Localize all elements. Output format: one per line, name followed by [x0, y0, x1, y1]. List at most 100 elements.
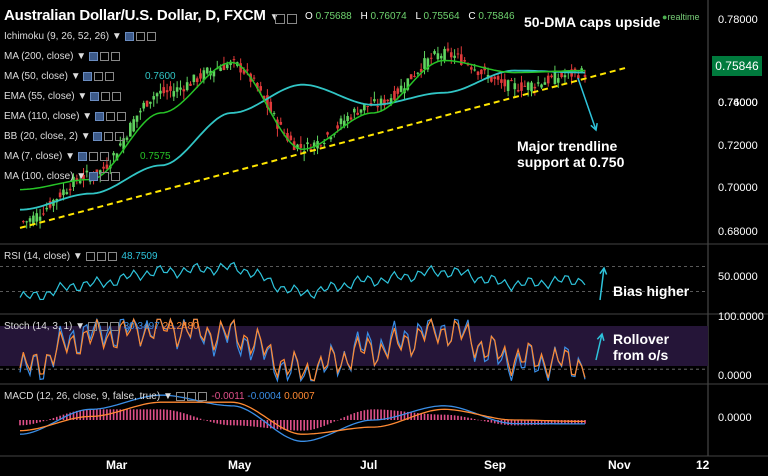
candle-body: [35, 213, 39, 222]
macd-hist-bar: [159, 409, 162, 420]
eye-icon[interactable]: [94, 111, 104, 121]
candle-body: [516, 90, 520, 92]
indicator-ma7[interactable]: MA (7, close) ▼: [4, 151, 111, 162]
candle-body: [282, 132, 286, 134]
candle-body: [239, 63, 242, 73]
remove-icon[interactable]: [110, 51, 120, 61]
remove-icon[interactable]: [109, 321, 119, 331]
macd-hist-bar: [520, 420, 523, 426]
eye-icon[interactable]: [93, 131, 103, 141]
macd-hist-bar: [427, 413, 429, 420]
chevron-down-icon[interactable]: ▼: [162, 391, 173, 402]
macd-hist-bar: [142, 409, 145, 420]
remove-icon[interactable]: [107, 251, 117, 261]
eye-icon[interactable]: [90, 91, 100, 101]
eye-icon[interactable]: [98, 321, 108, 331]
remove-icon[interactable]: [105, 71, 115, 81]
macd-pane-label[interactable]: MACD (12, 26, close, 9, false, true) ▼ -…: [4, 391, 315, 402]
indicator-ichimoku[interactable]: Ichimoku (9, 26, 52, 26) ▼: [4, 31, 158, 42]
remove-icon[interactable]: [99, 151, 109, 161]
eye-icon[interactable]: [287, 13, 297, 24]
candle-body: [42, 213, 45, 215]
macd-hist-bar: [420, 413, 422, 420]
chevron-down-icon[interactable]: ▼: [65, 151, 76, 162]
settings-icon[interactable]: [88, 151, 98, 161]
indicator-ma100[interactable]: MA (100, close) ▼: [4, 171, 122, 182]
macd-hist-bar: [42, 420, 45, 422]
ohlc-high-label: H: [360, 11, 368, 22]
indicator-ema110[interactable]: EMA (110, close) ▼: [4, 111, 128, 122]
rsi-pane-label[interactable]: RSI (14, close) ▼ 48.7509: [4, 251, 158, 262]
macd-hist-bar: [55, 416, 58, 420]
settings-icon[interactable]: [175, 391, 185, 401]
chevron-down-icon[interactable]: ▼: [77, 91, 88, 102]
macd-hist-bar: [343, 417, 346, 420]
candle-body: [232, 59, 236, 61]
settings-icon[interactable]: [135, 31, 145, 41]
settings-icon[interactable]: [104, 131, 114, 141]
remove-icon[interactable]: [115, 131, 125, 141]
macd-hist-bar: [283, 420, 285, 430]
macd-hist-bar: [336, 420, 339, 421]
macd-hist-bar: [162, 409, 165, 420]
candle-body: [419, 69, 423, 73]
remove-icon[interactable]: [146, 31, 156, 41]
candle-body: [490, 76, 493, 82]
eye-icon[interactable]: [77, 151, 87, 161]
indicator-ema55[interactable]: EMA (55, close) ▼: [4, 91, 123, 102]
remove-icon[interactable]: [112, 91, 122, 101]
stoch-pane-label[interactable]: Stoch (14, 3, 1) ▼ 30.3497 28.2480: [4, 321, 199, 332]
chevron-down-icon[interactable]: ▼: [75, 321, 86, 332]
chevron-down-icon[interactable]: ▼: [82, 111, 93, 122]
settings-icon[interactable]: [99, 51, 109, 61]
symbol-title[interactable]: Australian Dollar/U.S. Dollar, D, FXCM ▼: [4, 7, 279, 24]
chevron-down-icon[interactable]: ▼: [80, 131, 91, 142]
title-tools[interactable]: [275, 10, 299, 28]
candle-body: [152, 96, 156, 100]
symbol-dropdown-icon[interactable]: ▼: [269, 12, 280, 23]
candle-body: [272, 113, 276, 115]
eye-icon[interactable]: [186, 391, 196, 401]
settings-icon[interactable]: [94, 71, 104, 81]
remove-icon[interactable]: [116, 111, 126, 121]
stoch-d-value: 28.2480: [162, 321, 199, 332]
stoch-label: Stoch (14, 3, 1): [4, 321, 73, 332]
macd-hist-bar: [172, 410, 175, 420]
candle-body: [296, 144, 299, 149]
annotation-line: from o/s: [613, 347, 669, 363]
macd-hist-bar: [370, 409, 372, 420]
candle-body: [172, 91, 176, 97]
chevron-down-icon[interactable]: ▼: [70, 71, 81, 82]
settings-icon[interactable]: [105, 111, 115, 121]
macd-signal-line: [19, 401, 585, 435]
eye-icon[interactable]: [83, 71, 93, 81]
indicator-bb[interactable]: BB (20, close, 2) ▼: [4, 131, 126, 142]
settings-icon[interactable]: [87, 321, 97, 331]
chevron-down-icon[interactable]: ▼: [76, 171, 87, 182]
candle-body: [463, 60, 466, 62]
chevron-down-icon[interactable]: ▼: [76, 51, 87, 62]
chevron-down-icon[interactable]: ▼: [111, 31, 122, 42]
rsi-arrow-head: [599, 266, 608, 275]
macd-line: [19, 394, 585, 442]
settings-icon[interactable]: [275, 13, 285, 24]
indicator-ma50[interactable]: MA (50, close) ▼: [4, 71, 116, 82]
eye-icon[interactable]: [124, 31, 134, 41]
macd-hist-bar: [447, 414, 449, 420]
settings-icon[interactable]: [99, 171, 109, 181]
settings-icon[interactable]: [85, 251, 95, 261]
chevron-down-icon[interactable]: ▼: [72, 251, 83, 262]
remove-icon[interactable]: [197, 391, 207, 401]
settings-icon[interactable]: [101, 91, 111, 101]
macd-hist-bar: [440, 414, 443, 420]
indicator-ma200[interactable]: MA (200, close) ▼: [4, 51, 122, 62]
remove-icon[interactable]: [110, 171, 120, 181]
candle-body: [82, 174, 85, 180]
candle-body: [449, 52, 453, 58]
ohlc-low-label: L: [415, 11, 421, 22]
eye-icon[interactable]: [88, 171, 98, 181]
macd-hist-bar: [233, 420, 235, 426]
eye-icon[interactable]: [88, 51, 98, 61]
macd-hist-bar: [39, 420, 41, 423]
eye-icon[interactable]: [96, 251, 106, 261]
